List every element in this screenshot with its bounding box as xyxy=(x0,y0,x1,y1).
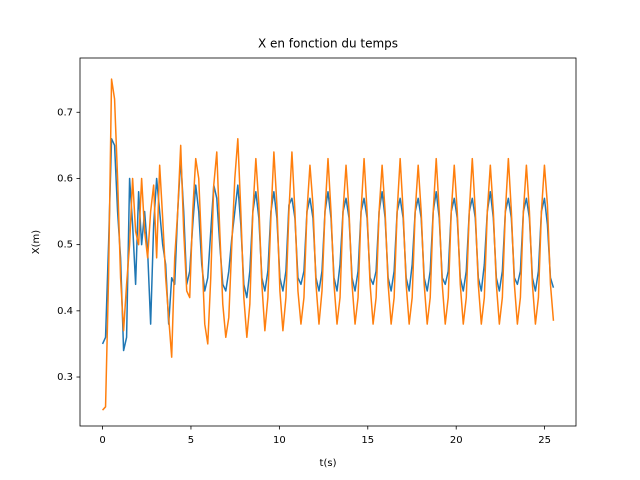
plot-frame xyxy=(79,57,577,427)
chart-title: X en fonction du temps xyxy=(258,37,398,51)
x-tick-label: 0 xyxy=(99,435,105,446)
y-tick-label: 0.3 xyxy=(57,372,73,383)
x-tick-label: 25 xyxy=(538,435,551,446)
y-tick-label: 0.7 xyxy=(57,107,73,118)
y-tick-label: 0.4 xyxy=(57,306,73,317)
series-line xyxy=(101,78,555,411)
x-tick-label: 10 xyxy=(273,435,286,446)
x-tick-label: 20 xyxy=(450,435,463,446)
x-tick-label: 5 xyxy=(188,435,194,446)
y-tick-label: 0.5 xyxy=(57,240,73,251)
x-axis-label: t(s) xyxy=(320,458,337,469)
y-tick-label: 0.6 xyxy=(57,173,73,184)
x-tick-label: 15 xyxy=(361,435,374,446)
y-axis-label: X(m) xyxy=(31,230,42,254)
